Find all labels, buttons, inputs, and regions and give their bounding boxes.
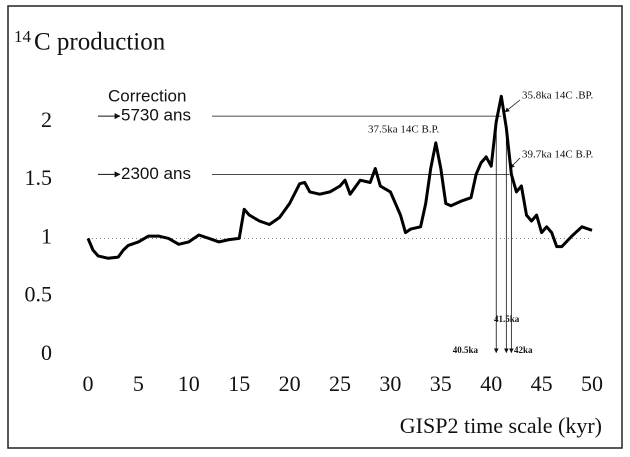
x-axis-label: GISP2 time scale (kyr) <box>400 413 602 438</box>
annotation: 37.5ka 14C B.P. <box>368 124 439 136</box>
y-tick-label: 1.5 <box>25 165 53 190</box>
y-tick-label: 0 <box>41 340 52 365</box>
marker-label: 41.5ka <box>494 314 520 324</box>
x-tick-label: 15 <box>228 371 250 396</box>
frame <box>7 5 623 449</box>
x-tick-label: 45 <box>531 371 553 396</box>
correction-label: Correction <box>108 86 186 105</box>
x-tick-label: 35 <box>430 371 452 396</box>
title-isotope: 14 <box>14 27 32 46</box>
correction-label: 5730 ans <box>121 106 191 125</box>
x-tick-label: 25 <box>329 371 351 396</box>
chart-title: C production <box>34 29 166 56</box>
x-tick-label: 20 <box>279 371 301 396</box>
x-tick-label: 5 <box>133 371 144 396</box>
y-tick-label: 2 <box>41 107 52 132</box>
annotation-arrow <box>504 99 521 113</box>
x-tick-label: 0 <box>83 371 94 396</box>
annotation: 39.7ka 14C B.P. <box>522 149 593 161</box>
y-tick-label: 1 <box>41 223 52 248</box>
x-tick-label: 50 <box>581 371 603 396</box>
y-tick-label: 0.5 <box>25 282 53 307</box>
x-tick-label: 10 <box>178 371 200 396</box>
marker-label: 40.5ka <box>453 345 479 355</box>
x-tick-label: 40 <box>480 371 502 396</box>
data-line <box>86 94 593 260</box>
x-tick-label: 30 <box>379 371 401 396</box>
marker-label: 42ka <box>514 345 533 355</box>
annotation: 35.8ka 14C .BP. <box>522 90 593 102</box>
correction-label: 2300 ans <box>121 164 191 183</box>
